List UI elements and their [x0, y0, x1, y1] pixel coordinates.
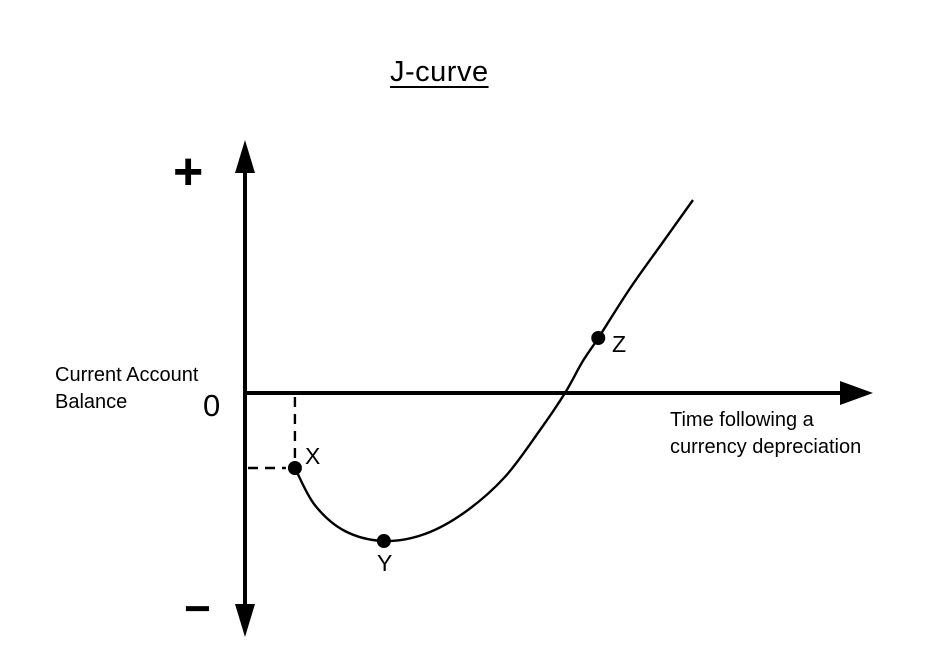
point-label-z: Z	[612, 331, 627, 357]
y-axis-title-line1: Current Account	[55, 364, 199, 386]
x-axis-title-line2: currency depreciation	[670, 436, 862, 458]
y-axis-title: Current Account Balance	[55, 362, 198, 416]
chart-title: J-curve	[390, 56, 489, 88]
y-axis-up-arrowhead	[235, 140, 255, 173]
origin-label: 0	[203, 388, 221, 423]
point-label-x: X	[305, 443, 321, 469]
y-axis-title-line2: Balance	[55, 391, 128, 413]
x-axis-title: Time following a currency depreciation	[670, 407, 861, 461]
data-points	[287, 331, 606, 548]
data-point-X	[287, 461, 302, 475]
x-axis-title-line1: Time following a	[670, 409, 814, 431]
x-axis-arrowhead	[840, 381, 873, 405]
data-point-Z	[591, 331, 606, 345]
j-curve-line	[293, 199, 694, 543]
y-axis-plus-label: +	[173, 143, 204, 201]
data-point-Y	[376, 534, 391, 548]
y-axis-minus-label: −	[184, 582, 211, 634]
point-label-y: Y	[377, 550, 393, 576]
y-axis-down-arrowhead	[235, 604, 255, 637]
